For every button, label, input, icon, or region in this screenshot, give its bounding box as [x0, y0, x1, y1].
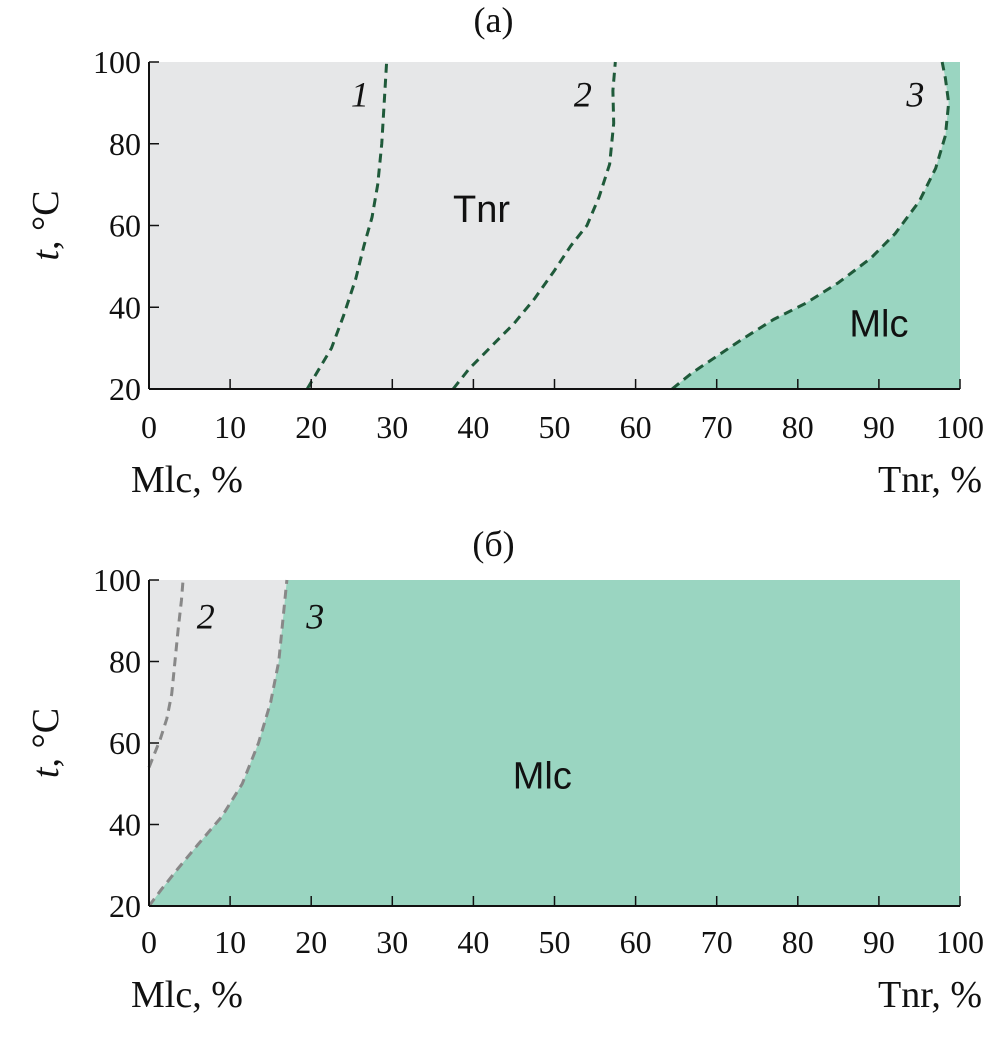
x-tick-label: 20: [295, 924, 327, 960]
x-tick-label: 70: [701, 409, 733, 445]
x-tick-label: 50: [539, 924, 571, 960]
y-tick-label: 20: [109, 371, 141, 407]
x-tick-label: 30: [376, 409, 408, 445]
phase-region-fill: [672, 62, 960, 389]
y-tick-label: 20: [109, 888, 141, 924]
x-tick-label: 10: [214, 409, 246, 445]
y-tick-label: 80: [109, 126, 141, 162]
x-left-label: Mlc, %: [131, 459, 243, 501]
boundary-curve-2: [147, 579, 185, 769]
region-label-mlc: Mlc: [513, 756, 572, 798]
x-tick-label: 90: [863, 924, 895, 960]
chart-panel-2: 2 3 Mlc 0 10 20 30 40 50 60 70 80 90 100 20 40 60 80 100 (б…: [25, 524, 984, 1016]
x-tick-label: 80: [782, 924, 814, 960]
x-right-label: Tnr, %: [878, 974, 982, 1016]
x-tick-label: 80: [782, 409, 814, 445]
region-label-tnr: Tnr: [453, 189, 510, 231]
x-tick-label: 40: [457, 924, 489, 960]
x-right-label: Tnr, %: [878, 459, 982, 501]
y-axis-label: t, °C: [25, 708, 67, 778]
y-axis-label-var: t: [25, 766, 67, 778]
x-left-label: Mlc, %: [131, 974, 243, 1016]
y-axis-label-var: t: [25, 249, 67, 261]
y-axis-label-unit: , °C: [25, 708, 67, 768]
x-tick-label: 30: [376, 924, 408, 960]
y-tick-label: 60: [109, 208, 141, 244]
x-tick-label: 60: [620, 924, 652, 960]
x-tick-label: 0: [141, 409, 157, 445]
curve-label-2: 2: [574, 75, 592, 115]
phase-region-fill: [149, 580, 960, 906]
panel-title: (б): [472, 524, 514, 564]
boundary-curve-3: [671, 61, 951, 391]
curve-label-2: 2: [197, 597, 215, 637]
y-tick-label: 100: [93, 44, 141, 80]
curve-label-3: 3: [305, 597, 324, 637]
chart-panel-1: 1 2 3 Tnr Mlc 0 10 20 30 40 50 60 70 80 90 100 20 40 60 80 1…: [25, 0, 984, 501]
y-tick-label: 40: [109, 807, 141, 843]
x-tick-label: 10: [214, 924, 246, 960]
x-tick-label: 100: [936, 409, 984, 445]
x-tick-label: 20: [295, 409, 327, 445]
x-tick-label: 50: [539, 409, 571, 445]
panel-title: (a): [474, 0, 514, 40]
y-axis-label: t, °C: [25, 190, 67, 260]
boundary-curve-3: [147, 579, 289, 907]
x-tick-label: 40: [457, 409, 489, 445]
curve-label-1: 1: [351, 75, 369, 115]
y-tick-label: 80: [109, 644, 141, 680]
region-label-mlc: Mlc: [849, 304, 908, 346]
y-tick-label: 60: [109, 725, 141, 761]
x-tick-label: 60: [620, 409, 652, 445]
curve-label-3: 3: [905, 75, 924, 115]
y-tick-label: 100: [93, 562, 141, 598]
boundary-curve-2: [451, 61, 617, 390]
boundary-curve-1: [305, 61, 389, 390]
y-axis-label-unit: , °C: [25, 190, 67, 250]
x-tick-label: 100: [936, 924, 984, 960]
x-tick-label: 0: [141, 924, 157, 960]
x-tick-label: 90: [863, 409, 895, 445]
y-tick-label: 40: [109, 289, 141, 325]
x-tick-label: 70: [701, 924, 733, 960]
